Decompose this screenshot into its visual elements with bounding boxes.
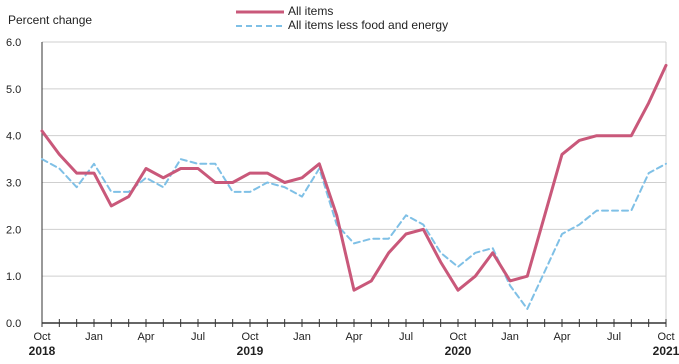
x-tick-label: Jan: [85, 331, 103, 343]
y-tick-label: 1.0: [6, 271, 21, 283]
x-tick-label: Apr: [345, 331, 362, 343]
x-year-label: 2019: [237, 344, 264, 358]
x-tick-label: Jan: [293, 331, 311, 343]
x-tick-label: Oct: [657, 331, 674, 343]
gridlines: [41, 41, 667, 324]
y-tick-label: 2.0: [6, 224, 21, 236]
y-tick-label: 4.0: [6, 131, 21, 143]
y-axis-ticks: 0.0 1.0 2.0 3.0 4.0 5.0 6.0: [6, 37, 21, 330]
x-tick-label: Jul: [607, 331, 621, 343]
x-tick-label: Jan: [501, 331, 519, 343]
x-tick-label: Jul: [191, 331, 205, 343]
x-tick-label: Oct: [33, 331, 50, 343]
x-tick-label: Oct: [241, 331, 258, 343]
legend-label-all-items: All items: [288, 4, 333, 18]
y-tick-label: 0.0: [6, 318, 21, 330]
x-tick-label: Jul: [399, 331, 413, 343]
y-axis-label: Percent change: [8, 13, 92, 27]
legend-label-core: All items less food and energy: [288, 18, 448, 32]
y-tick-label: 3.0: [6, 178, 21, 190]
x-year-label: 2018: [29, 344, 56, 358]
legend: All items All items less food and energy: [236, 4, 448, 32]
series-line-core: [41, 158, 667, 310]
x-year-label: 2021: [653, 344, 679, 358]
series-line-all-items: [40, 63, 668, 292]
y-tick-label: 5.0: [6, 84, 21, 96]
y-tick-label: 6.0: [6, 37, 21, 49]
x-tick-label: Oct: [449, 331, 466, 343]
x-tick-label: Apr: [137, 331, 154, 343]
x-tick-label: Apr: [553, 331, 570, 343]
series-lines: [40, 63, 668, 310]
x-year-label: 2020: [445, 344, 472, 358]
